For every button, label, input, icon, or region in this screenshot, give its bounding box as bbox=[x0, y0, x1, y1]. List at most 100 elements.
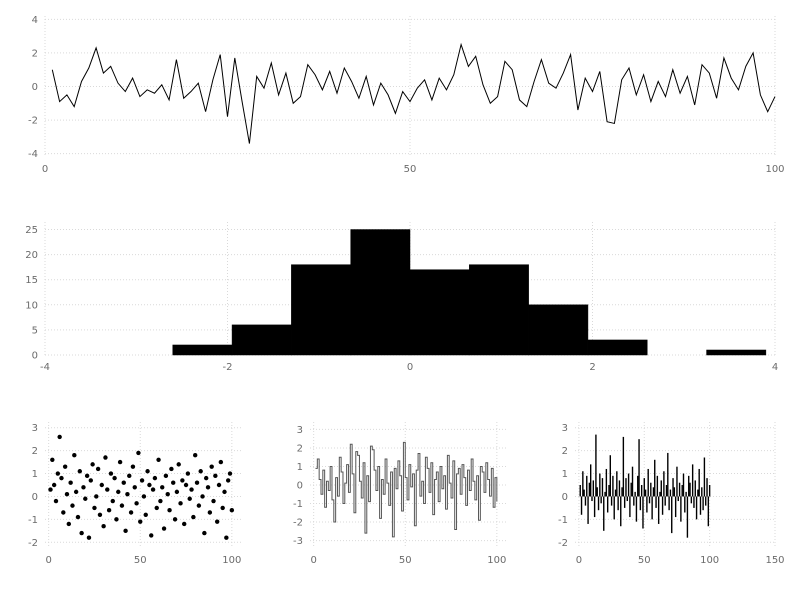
scatter-point bbox=[200, 494, 205, 499]
histogram-bar bbox=[528, 304, 589, 356]
scatter-point bbox=[225, 478, 231, 483]
scatter-point bbox=[66, 521, 72, 527]
scatter-point bbox=[196, 503, 202, 508]
y-tick-label: 3 bbox=[562, 423, 568, 434]
x-tick-label: 100 bbox=[765, 164, 784, 175]
scatter-point bbox=[163, 473, 169, 479]
y-tick-label: 1 bbox=[297, 462, 303, 473]
scatter-point bbox=[59, 475, 64, 481]
scatter-point bbox=[90, 462, 95, 467]
scatter-point bbox=[156, 457, 161, 462]
scatter-point bbox=[182, 521, 187, 527]
scatter-point bbox=[103, 455, 108, 460]
scatter-point bbox=[88, 478, 93, 483]
scatter-point bbox=[62, 464, 68, 469]
scatter-point bbox=[99, 482, 104, 488]
histogram-bar bbox=[469, 264, 529, 356]
scatter-point bbox=[116, 489, 121, 495]
y-tick-label: 0 bbox=[562, 492, 568, 503]
x-tick-label: 100 bbox=[222, 555, 241, 566]
scatter-point bbox=[227, 471, 233, 476]
scatter-point bbox=[222, 489, 227, 495]
scatter-point bbox=[134, 501, 139, 506]
scatter-point bbox=[172, 517, 178, 522]
y-tick-label: 2 bbox=[32, 48, 38, 59]
y-tick-label: 4 bbox=[32, 15, 38, 26]
y-tick-label: 25 bbox=[25, 225, 38, 236]
scatter-point bbox=[136, 450, 141, 456]
scatter-point bbox=[205, 485, 211, 490]
scatter-point bbox=[105, 487, 110, 492]
y-tick-label: 0 bbox=[297, 481, 303, 492]
scatter-point bbox=[141, 494, 147, 499]
x-tick-label: -2 bbox=[223, 362, 233, 373]
x-tick-label: 2 bbox=[589, 362, 595, 373]
scatter-point bbox=[127, 473, 132, 479]
scatter-point bbox=[79, 530, 84, 536]
scatter-point bbox=[216, 482, 222, 488]
scatter-point bbox=[147, 482, 152, 488]
scatter-point bbox=[218, 459, 224, 465]
scatter-point bbox=[189, 487, 194, 492]
scatter-point bbox=[203, 475, 209, 481]
scatter-point bbox=[57, 434, 62, 440]
scatter-point bbox=[132, 485, 137, 490]
scatter-point bbox=[207, 510, 213, 515]
histogram-svg: 0 5 10 15 20 25 -4 -2 0 2 4 bbox=[25, 222, 778, 373]
x-tick-label: 0 bbox=[45, 555, 51, 566]
step-svg: -3 -2 -1 0 1 2 3 0 50 100 bbox=[293, 422, 506, 566]
histogram-bar bbox=[350, 229, 411, 356]
scatter-point bbox=[220, 505, 225, 511]
step-plot-panel: -3 -2 -1 0 1 2 3 0 50 100 bbox=[293, 422, 506, 566]
y-tick-label: -4 bbox=[28, 149, 38, 160]
x-tick-label: 50 bbox=[404, 164, 417, 175]
scatter-point bbox=[84, 473, 90, 479]
stem-plot-panel: -2 -1 0 1 2 3 0 50 100 150 bbox=[558, 422, 785, 566]
scatter-point bbox=[213, 473, 218, 479]
scatter-point bbox=[202, 530, 207, 536]
scatter-point bbox=[53, 498, 59, 504]
scatter-point bbox=[106, 508, 112, 513]
y-tick-label: -2 bbox=[28, 116, 38, 127]
step-series bbox=[315, 441, 498, 538]
y-tick-label: 3 bbox=[32, 423, 38, 434]
histogram-bar bbox=[231, 324, 292, 356]
y-tick-label: 2 bbox=[297, 443, 303, 454]
scatter-point bbox=[130, 464, 136, 469]
x-tick-label: -4 bbox=[40, 362, 50, 373]
scatter-point bbox=[167, 508, 172, 513]
scatter-point bbox=[224, 535, 229, 540]
y-tick-label: -1 bbox=[293, 499, 303, 510]
scatter-point bbox=[180, 478, 185, 483]
scatter-point bbox=[128, 510, 134, 515]
scatter-point bbox=[125, 491, 130, 497]
scatter-point bbox=[138, 519, 143, 524]
scatter-point bbox=[178, 501, 183, 506]
scatter-point bbox=[86, 535, 92, 540]
x-tick-label: 4 bbox=[772, 362, 778, 373]
scatter-point bbox=[176, 462, 181, 467]
y-tick-label: 10 bbox=[25, 300, 38, 311]
scatter-point bbox=[77, 469, 83, 474]
y-tick-label: 0 bbox=[32, 492, 38, 503]
y-tick-label: -2 bbox=[293, 518, 303, 529]
scatter-point bbox=[169, 466, 174, 472]
scatter-point bbox=[143, 512, 148, 517]
y-tick-label: 2 bbox=[562, 446, 568, 457]
scatter-point bbox=[75, 514, 81, 520]
scatter-point bbox=[123, 528, 128, 534]
scatter-svg: -2 -1 0 1 2 3 0 50 100 bbox=[28, 422, 241, 566]
y-tick-label: -1 bbox=[28, 515, 38, 526]
scatter-point bbox=[95, 466, 101, 472]
x-tick-label: 0 bbox=[310, 555, 316, 566]
x-tick-label: 150 bbox=[765, 555, 784, 566]
x-tick-label: 0 bbox=[407, 362, 413, 373]
scatter-point bbox=[185, 471, 191, 476]
y-tick-label: 15 bbox=[25, 275, 38, 286]
x-tick-label: 50 bbox=[638, 555, 651, 566]
scatter-point bbox=[92, 505, 97, 511]
scatter-point bbox=[211, 498, 216, 504]
x-tick-label: 0 bbox=[576, 555, 582, 566]
scatter-point bbox=[72, 453, 77, 458]
